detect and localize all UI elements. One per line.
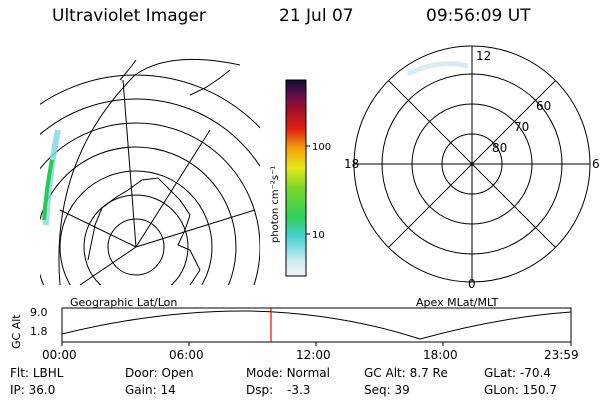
stat-gain: Gain: 14: [125, 383, 176, 397]
stat-dsp-label: Dsp:: [246, 383, 274, 397]
stat-glat: GLat: -70.4: [484, 366, 551, 380]
stat-ip-value: 36.0: [28, 383, 56, 397]
timeline-xtick-label: 06:00: [169, 348, 204, 362]
stat-flt: Flt: LBHL: [10, 366, 63, 380]
coastline: [189, 69, 231, 96]
gc-alt-curve: [61, 310, 572, 340]
polar-mlat-mlt-plot: 12 18 6 0 60 70 80: [344, 45, 600, 291]
stat-glon: GLon: 150.7: [484, 383, 557, 397]
lat-circle: [107, 218, 165, 276]
stat-seq: Seq: 39: [364, 383, 410, 397]
colorbar: 100 10 photon cm⁻²s⁻¹: [270, 79, 331, 277]
timeline-right-title: Apex MLat/MLT: [416, 296, 499, 309]
timeline-xtick-label: 00:00: [42, 348, 77, 362]
timeline-ytick: 1.8: [30, 325, 48, 338]
timeline-xtick-label: 12:00: [296, 348, 331, 362]
stat-glat-value: -70.4: [519, 366, 551, 380]
stat-door-label: Door:: [125, 366, 158, 380]
stat-mode-label: Mode:: [246, 366, 283, 380]
stat-flt-label: Flt:: [10, 366, 29, 380]
lat-circle: [59, 170, 213, 285]
mlt-label-18: 18: [344, 157, 359, 171]
polar-diagonal: [388, 80, 556, 248]
aurora-band-core: [42, 159, 54, 221]
stat-gcalt-value: 8.7 Re: [409, 366, 448, 380]
meridian: [135, 129, 211, 248]
earth-limb: [58, 58, 241, 285]
lat-circle: [83, 194, 189, 285]
stat-gain-label: Gain:: [125, 383, 157, 397]
timeline-ytick: 9.0: [30, 306, 48, 319]
date-label: 21 Jul 07: [279, 6, 354, 26]
timeline-xtick-label: 23:59: [544, 348, 579, 362]
stat-seq-value: 39: [394, 383, 410, 397]
colorbar-gradient: [285, 79, 307, 277]
stat-door-value: Open: [161, 366, 194, 380]
timeline-left-title: Geographic Lat/Lon: [70, 296, 178, 309]
coastline: [119, 59, 137, 81]
lat-circle: [40, 98, 260, 168]
lat-label-80: 80: [492, 141, 507, 155]
coastline: [87, 177, 201, 285]
stat-glon-label: GLon:: [484, 383, 519, 397]
app-title: Ultraviolet Imager: [52, 6, 206, 26]
lat-label-70: 70: [514, 120, 529, 134]
timeline-axis-label: GC Alt: [10, 314, 23, 349]
geographic-globe-plot: [40, 58, 260, 285]
gc-alt-timeline: GC Alt 9.0 1.8 00:00 06:00 12:00 18:00 2…: [10, 306, 579, 362]
stat-gain-value: 14: [160, 383, 176, 397]
colorbar-tick-label: 100: [312, 142, 331, 153]
colorbar-label: photon cm⁻²s⁻¹: [270, 166, 281, 243]
lat-circle: [40, 146, 237, 285]
mlt-label-12: 12: [476, 49, 491, 63]
lat-circle: [40, 74, 260, 129]
mlt-label-6: 6: [592, 157, 600, 171]
stat-gcalt: GC Alt: 8.7 Re: [364, 366, 448, 380]
stat-seq-label: Seq:: [364, 383, 391, 397]
stat-dsp-value: -3.3: [286, 383, 311, 397]
stat-glon-value: 150.7: [522, 383, 557, 397]
stat-ip-label: IP:: [10, 383, 25, 397]
stat-flt-value: LBHL: [32, 366, 64, 380]
stat-ip: IP: 36.0: [10, 383, 55, 397]
mlt-label-0: 0: [468, 277, 476, 291]
meridian: [135, 209, 256, 248]
stat-mode-value: Normal: [286, 366, 330, 380]
lat-circle: [40, 122, 260, 285]
lat-label-60: 60: [536, 99, 551, 113]
stat-gcalt-label: GC Alt:: [364, 366, 406, 380]
polar-aurora: [406, 61, 469, 77]
stat-door: Door: Open: [125, 366, 194, 380]
stat-glat-label: GLat:: [484, 366, 517, 380]
stat-mode: Mode: Normal: [246, 366, 330, 380]
meridian: [79, 246, 137, 285]
timeline-frame: [61, 307, 572, 343]
colorbar-tick-label: 10: [312, 230, 325, 241]
meridian: [122, 79, 137, 248]
stat-dsp: Dsp: -3.3: [246, 383, 310, 397]
time-label: 09:56:09 UT: [426, 6, 531, 26]
meridian: [59, 209, 137, 248]
timeline-xtick-label: 18:00: [423, 348, 458, 362]
